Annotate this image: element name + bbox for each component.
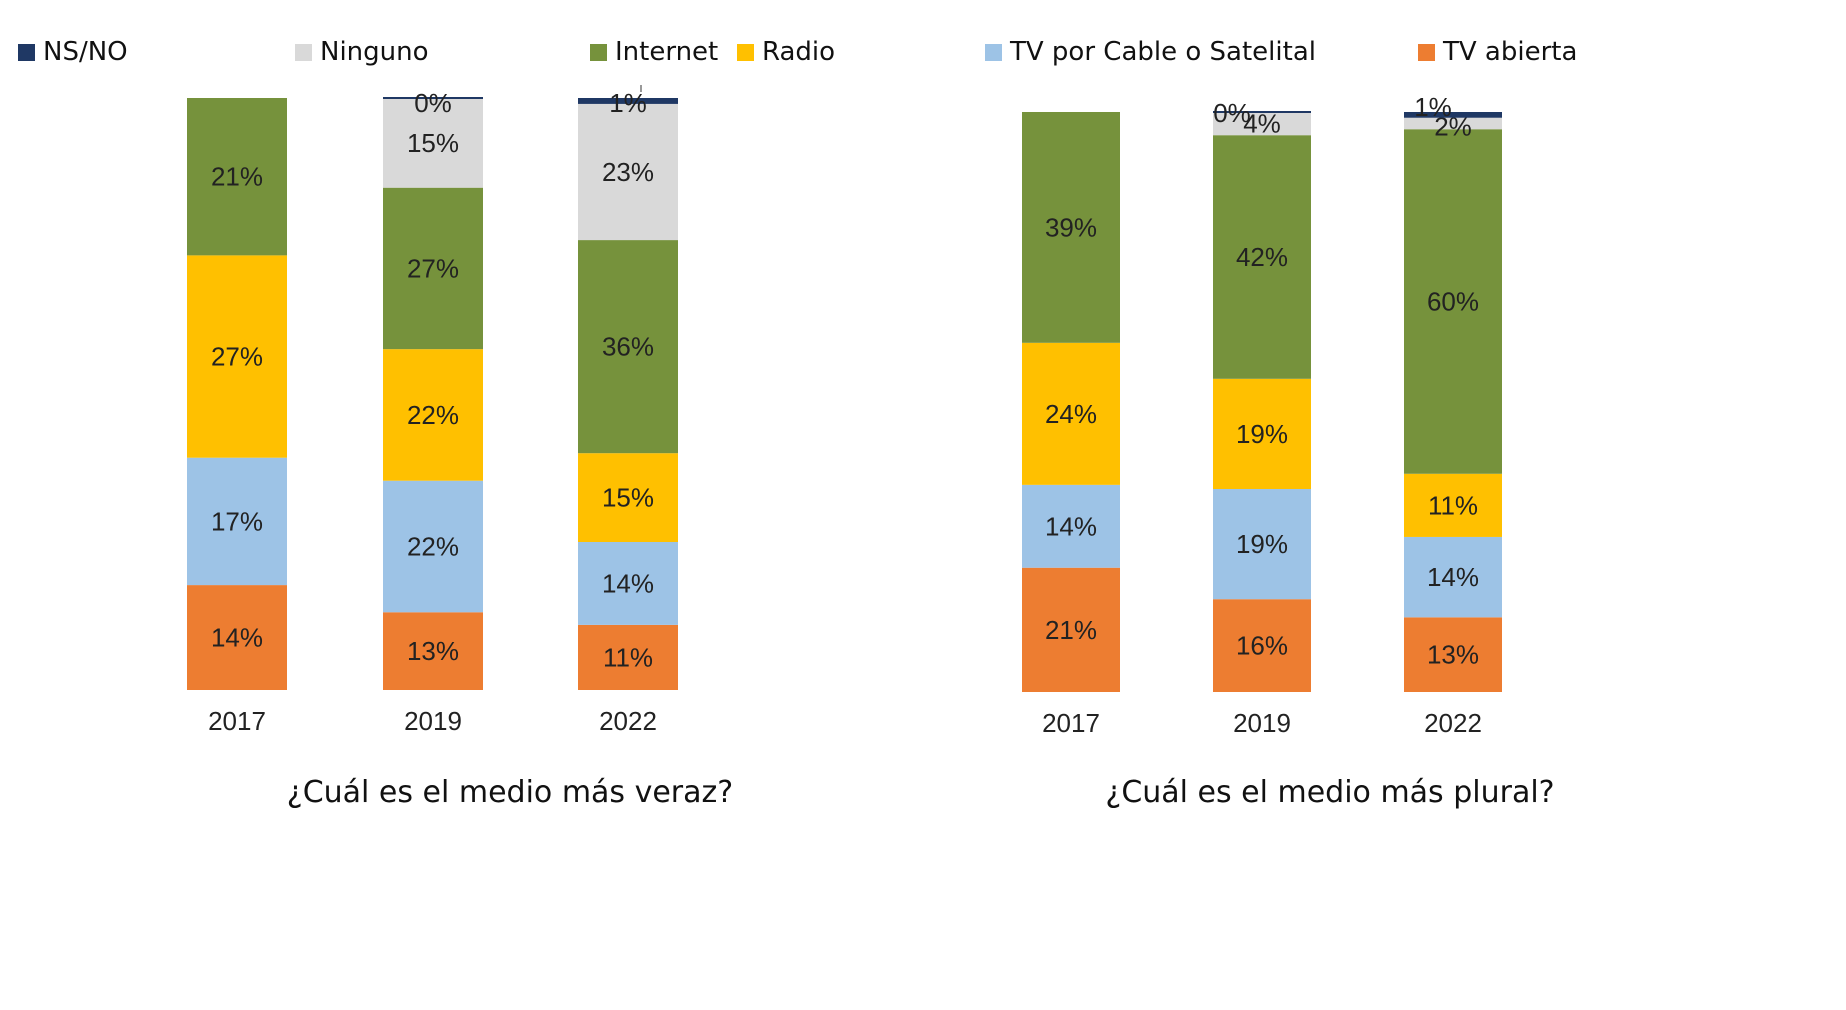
x-tick-label: 2019 [1233,708,1291,738]
data-label: 15% [407,128,459,158]
data-label: 11% [1428,490,1478,520]
legend-swatch-radio [737,43,754,61]
legend-item-nsno: NS/NO [18,30,128,74]
data-label: 22% [407,531,459,561]
data-label: 16% [1236,631,1288,661]
bar-segment-tv-abierta-2022 [1404,617,1502,692]
bar-segment-radio-2022 [578,453,678,542]
bar-segment-tv-abierta-2017 [1022,567,1120,692]
bar-segment-tv-abierta-2017 [187,585,287,690]
legend-item-ninguno: Ninguno [295,30,429,74]
stacked-bar-chart-veraz: 14% 17% 27% 21% 2017 13% 22% 22% 27% 15% 0% 2019 11%… [187,88,678,736]
bar-segment-tv-abierta-2019 [383,612,483,690]
bar-segment-tv-por-cable-o-satelital-2017 [187,457,287,586]
bar-segment-radio-2019 [383,349,483,481]
chart-title-plural: ¿Cuál es el medio más plural? [1105,775,1555,810]
bar-segment-internet-2019 [383,187,483,350]
legend-item-internet: Internet [590,30,718,74]
stacked-bar-chart-plural: 21% 14% 24% 39% 2017 16% 19% 19% 42% 4%0% 2019 13% 1… [1022,92,1502,738]
data-label: 23% [602,157,654,187]
legend-item-radio: Radio [737,30,835,74]
legend-swatch-cable [985,43,1002,61]
bar-segment-internet-2022 [1404,129,1502,474]
bar-segment-radio-2019 [1213,378,1311,489]
bar-segment-radio-2017 [1022,342,1120,485]
bar-segment-ninguno-2019 [1213,112,1311,136]
data-label: 13% [407,636,459,666]
chart-panel-plural: 21% 14% 24% 39% 2017 16% 19% 19% 42% 4% 0% 2019 13% 1… [980,92,1680,995]
data-label: 14% [1045,511,1097,541]
data-label: 14% [1427,562,1479,592]
legend-item-abierta: TV abierta [1418,30,1577,74]
data-label: 19% [1236,529,1288,559]
bar-segment-tv-por-cable-o-satelital-2019 [383,480,483,613]
data-label: 14% [602,568,654,598]
legend-item-cable: TV por Cable o Satelital [985,30,1316,74]
data-label: 22% [407,400,459,430]
data-label: 27% [407,253,459,283]
chart-legend: NS/NO Ninguno Internet Radio TV por Cable o … [0,30,1846,74]
bar-segment-ninguno-2022 [578,103,678,241]
bar-segment-tv-por-cable-o-satelital-2017 [1022,484,1120,568]
bar-segment-tv-por-cable-o-satelital-2022 [1404,536,1502,618]
data-label: 4% [1243,109,1281,139]
bar-segment-radio-2022 [1404,473,1502,537]
stray-tick-mark [640,85,642,92]
bar-segment-ninguno-2022 [1404,117,1502,130]
bar-segment-tv-por-cable-o-satelital-2019 [1213,489,1311,600]
bar-segment-internet-2022 [578,240,678,454]
x-tick-label: 2019 [404,706,462,736]
data-label: 60% [1427,287,1479,317]
bar-segment-tv-por-cable-o-satelital-2022 [578,542,678,625]
bar-segment-internet-2019 [1213,135,1311,379]
legend-label-radio: Radio [762,37,836,67]
data-label: 27% [211,342,263,372]
legend-label-ninguno: Ninguno [320,37,429,67]
chart-panel-veraz: 14% 17% 27% 21% 2017 13% 22% 22% 27% 15% 0% 2019 11%… [160,88,860,995]
data-label: 17% [211,506,263,536]
data-label: 13% [1427,640,1479,670]
legend-label-abierta: TV abierta [1443,37,1578,67]
bar-segment-radio-2017 [187,255,287,458]
data-label: 1% [609,88,647,118]
data-label: 42% [1236,242,1288,272]
data-label: 36% [602,332,654,362]
legend-swatch-abierta [1418,43,1435,61]
bar-segment-internet-2017 [1022,112,1120,343]
x-tick-label: 2022 [599,706,657,736]
data-label: 0% [1213,98,1251,128]
data-label: 19% [1236,419,1288,449]
data-label: 11% [603,642,653,672]
data-label: 21% [211,162,263,192]
legend-swatch-internet [590,43,607,61]
x-tick-label: 2017 [208,706,266,736]
data-label: 21% [1045,615,1097,645]
data-label: 0% [414,88,452,118]
bar-segment-tv-abierta-2019 [1213,599,1311,692]
legend-swatch-nsno [18,43,35,61]
bar-segment-internet-2017 [187,98,287,256]
legend-label-nsno: NS/NO [43,37,128,67]
bar-segment-tv-abierta-2022 [578,624,678,690]
data-label: 15% [602,483,654,513]
x-tick-label: 2017 [1042,708,1100,738]
chart-title-veraz: ¿Cuál es el medio más veraz? [286,775,734,810]
x-tick-label: 2022 [1424,708,1482,738]
legend-label-internet: Internet [615,37,719,67]
data-label: 24% [1045,399,1097,429]
legend-label-cable: TV por Cable o Satelital [1010,37,1316,67]
data-label: 1% [1414,92,1452,122]
data-label: 14% [211,623,263,653]
bar-segment-ninguno-2019 [383,98,483,188]
legend-swatch-ninguno [295,43,312,61]
data-label: 39% [1045,212,1097,242]
bar-segment-ns-no-2022 [1404,112,1502,118]
bar-segment-ns-no-2022 [578,98,678,104]
